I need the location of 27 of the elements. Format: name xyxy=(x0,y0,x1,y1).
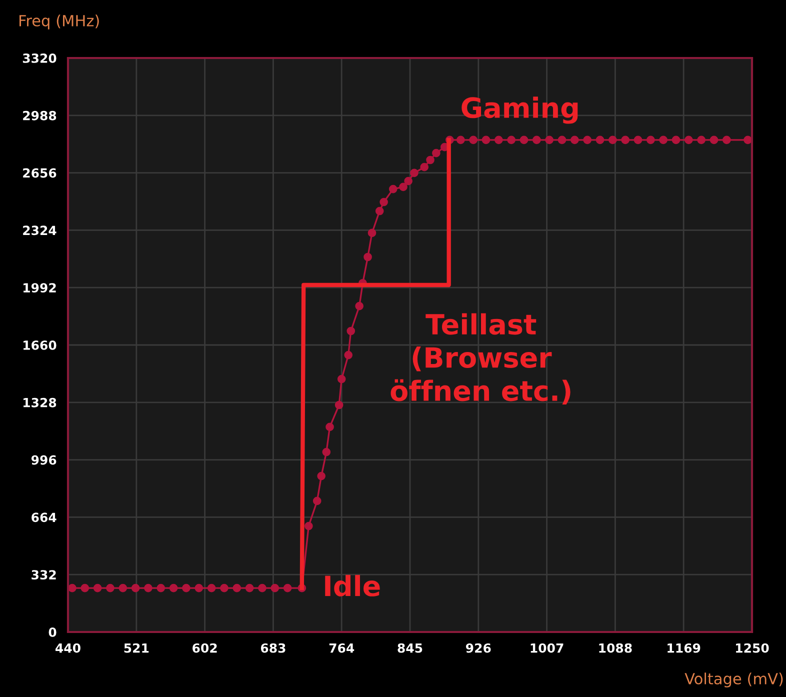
y-tick-label: 332 xyxy=(32,570,56,580)
x-tick-label: 926 xyxy=(466,643,491,653)
x-tick-label: 1088 xyxy=(599,643,632,653)
x-tick-label: 764 xyxy=(329,643,354,653)
y-tick-label: 1660 xyxy=(24,340,56,350)
y-tick-label: 2656 xyxy=(23,168,56,178)
y-tick-label: 1328 xyxy=(24,398,56,408)
x-tick-label: 521 xyxy=(124,643,149,653)
x-tick-label: 1250 xyxy=(736,643,769,653)
y-tick-label: 3320 xyxy=(22,53,56,63)
y-tick-label: 996 xyxy=(31,455,56,465)
y-tick-label: 1992 xyxy=(24,283,56,293)
x-tick-label: 440 xyxy=(56,643,80,653)
x-axis-title: Voltage (mV) xyxy=(684,672,783,688)
annotation: Gaming xyxy=(462,96,578,124)
y-tick-label: 2324 xyxy=(23,226,56,236)
y-tick-label: 0 xyxy=(48,627,56,637)
x-tick-label: 602 xyxy=(192,643,217,653)
y-tick-label: 2988 xyxy=(23,110,56,120)
x-tick-label: 1007 xyxy=(530,643,564,653)
x-tick-label: 845 xyxy=(398,643,422,653)
y-axis-title: Freq (MHz) xyxy=(20,14,99,30)
y-tick-label: 664 xyxy=(32,512,56,522)
annotation: Teillast (Browser öffnen etc.) xyxy=(390,313,570,404)
annotation: Idle xyxy=(325,574,380,596)
x-tick-label: 1169 xyxy=(668,643,700,653)
x-tick-label: 683 xyxy=(260,643,286,653)
